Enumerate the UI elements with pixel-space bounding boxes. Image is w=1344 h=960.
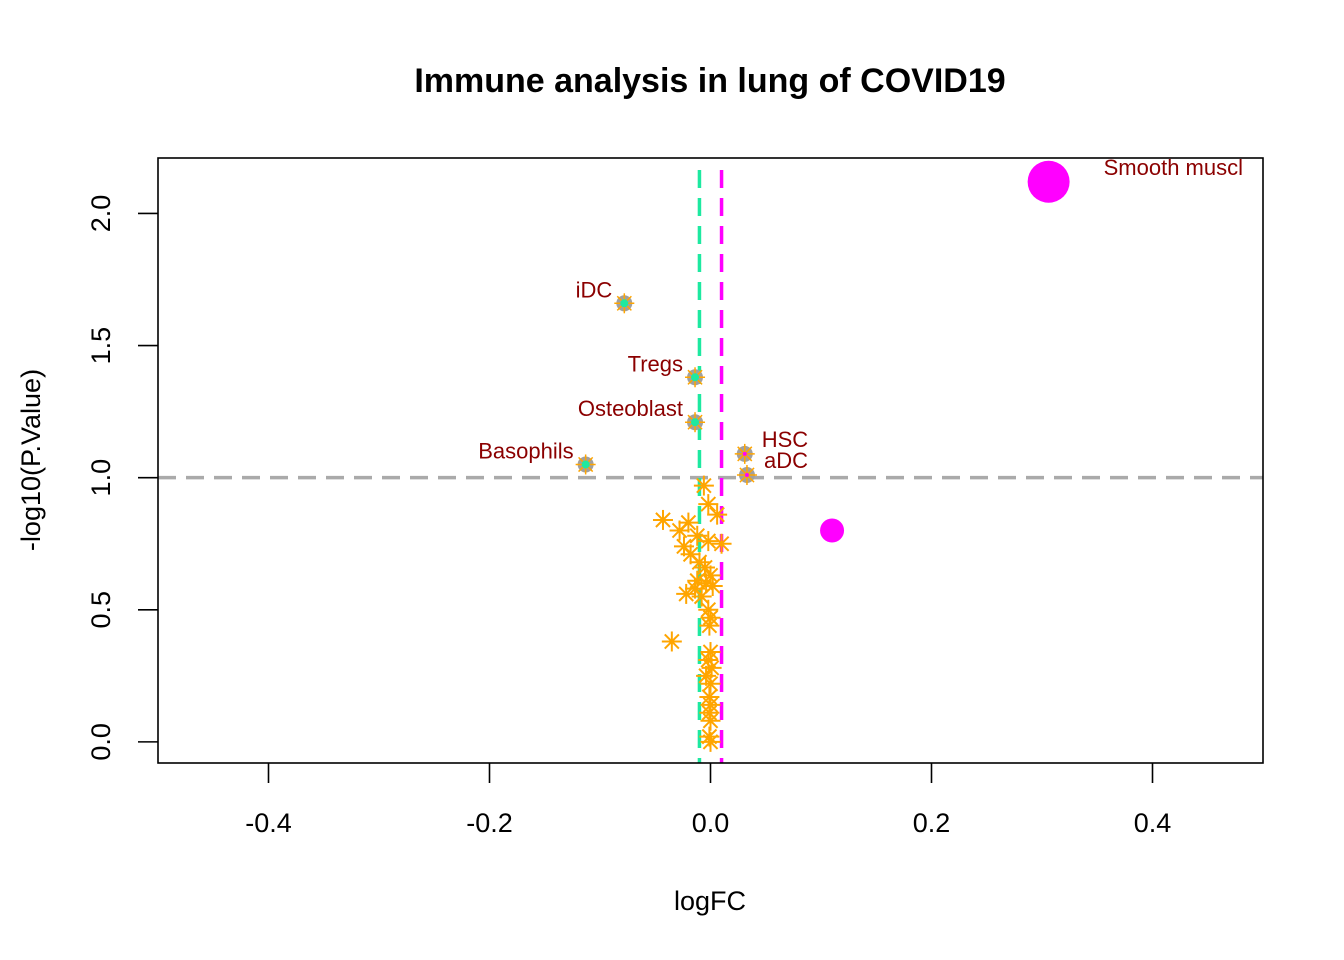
nonsig-point: [652, 509, 673, 530]
point-label: iDC: [576, 277, 613, 302]
reference-lines: [158, 170, 1263, 763]
significant-point: [734, 443, 755, 464]
nonsig-point: [676, 583, 697, 604]
x-tick-label: 0.2: [913, 808, 951, 838]
point-label: Osteoblast: [578, 396, 683, 421]
y-tick-label: 2.0: [86, 195, 116, 233]
nonsig-point: [698, 649, 719, 670]
x-tick-label: -0.2: [466, 808, 513, 838]
significant-point: [685, 367, 706, 388]
nonsig-point: [699, 615, 720, 636]
point-label: HSC: [762, 427, 809, 452]
up-point: [820, 518, 845, 543]
y-tick-label: 1.0: [86, 459, 116, 497]
y-tick-label: 0.5: [86, 591, 116, 629]
point-label: Tregs: [628, 351, 683, 376]
y-tick-label: 1.5: [86, 327, 116, 365]
nonsig-point: [700, 731, 721, 752]
nonsig-point: [700, 710, 721, 731]
data-points: [575, 160, 1070, 752]
y-axis: 0.0 0.5 1.0 1.5 2.0: [86, 195, 158, 761]
x-tick-label: 0.0: [692, 808, 730, 838]
x-axis: -0.4 -0.2 0.0 0.2 0.4: [245, 763, 1171, 838]
nonsig-point: [711, 533, 732, 554]
nonsig-point: [691, 586, 712, 607]
x-tick-label: -0.4: [245, 808, 292, 838]
nonsig-point: [661, 631, 682, 652]
nonsig-point: [693, 475, 714, 496]
chart-title: Immune analysis in lung of COVID19: [414, 62, 1005, 100]
up-point-large: [1027, 160, 1070, 203]
x-tick-label: 0.4: [1134, 808, 1172, 838]
nonsig-point: [700, 673, 721, 694]
nonsig-point: [698, 494, 719, 515]
significant-point: [685, 412, 706, 433]
point-label: aDC: [764, 448, 808, 473]
nonsig-point: [707, 504, 728, 525]
point-label: Basophils: [478, 438, 573, 463]
y-axis-label: -log10(P.Value): [16, 369, 46, 551]
point-label: Smooth muscl: [1104, 155, 1243, 180]
y-tick-label: 0.0: [86, 723, 116, 761]
nonsig-point: [700, 642, 721, 663]
significant-point: [575, 454, 596, 475]
nonsig-point: [698, 531, 719, 552]
x-axis-label: logFC: [674, 886, 746, 916]
significant-point: [614, 293, 635, 314]
significant-point: [736, 465, 757, 486]
nonsig-point: [669, 520, 690, 541]
